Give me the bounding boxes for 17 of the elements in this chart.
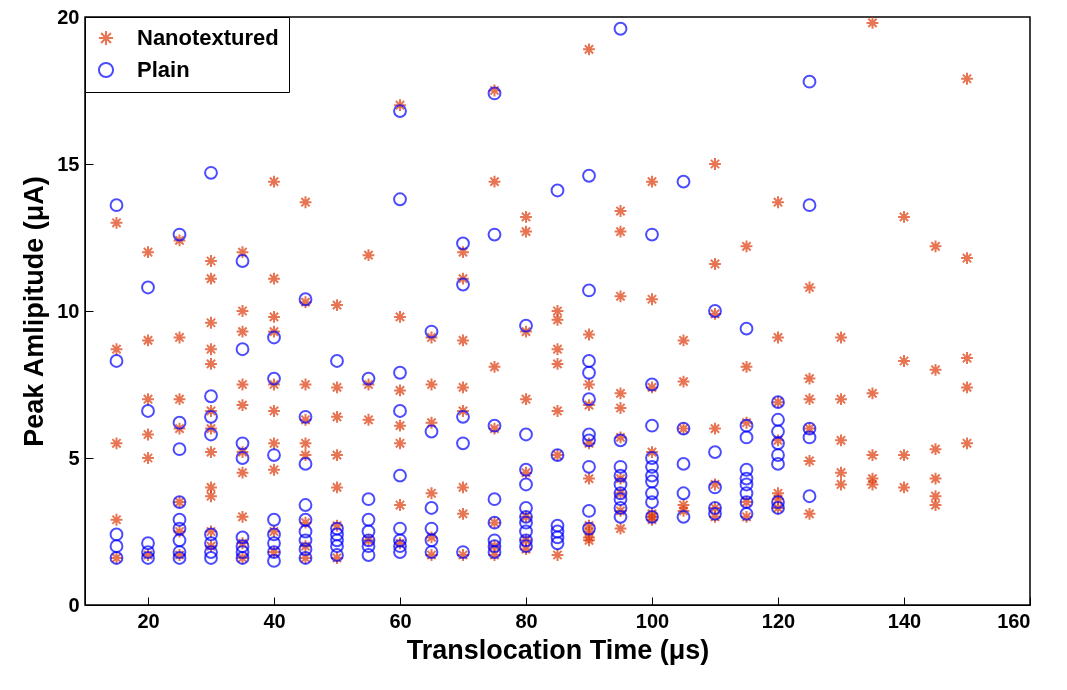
y-tick-label: 20 [57,5,80,28]
legend-label: Nanotextured [137,25,279,50]
y-tick-label: 15 [57,152,80,175]
x-tick-label: 80 [515,609,538,632]
x-tick-label: 40 [263,609,286,632]
x-axis-title: Translocation Time (μs) [406,634,710,665]
legend-label: Plain [137,57,190,82]
x-tick-label: 120 [761,609,796,632]
x-tick-label: 60 [389,609,412,632]
y-tick-label: 0 [68,593,80,616]
y-tick-label: 10 [57,299,80,322]
x-tick-label: 160 [997,609,1031,632]
y-axis-title: Peak Amlipitude (μA) [19,176,50,447]
x-tick-label: 20 [137,609,160,632]
x-tick-label: 140 [887,609,922,632]
y-tick-label: 5 [68,446,80,469]
x-tick-label: 100 [635,609,670,632]
